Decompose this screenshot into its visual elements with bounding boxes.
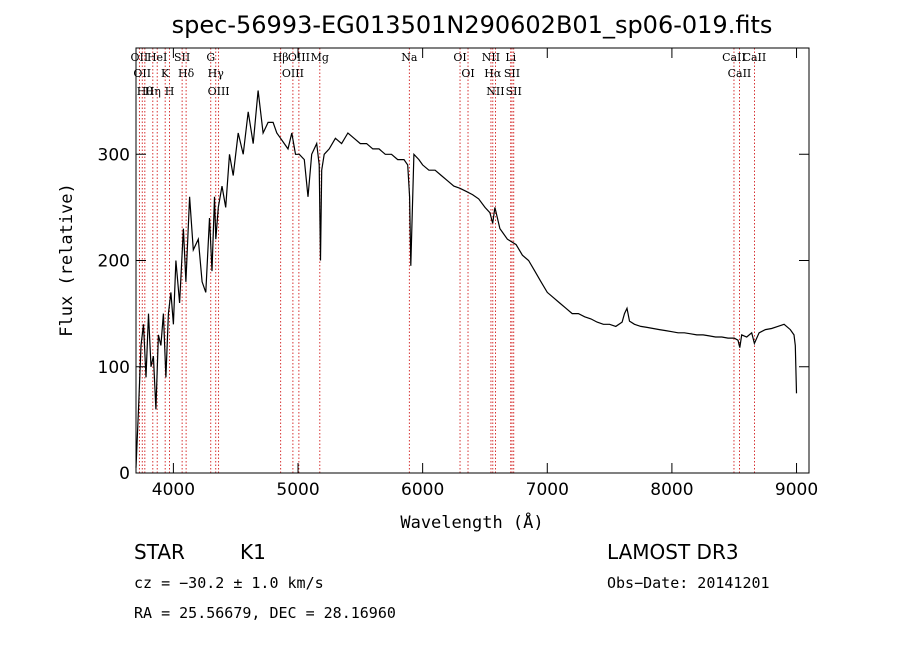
line-label-16: Na <box>401 51 418 64</box>
x-axis-label: Wavelength (Å) <box>400 511 543 533</box>
x-tick-label-0: 4000 <box>152 480 195 500</box>
line-label-1: OII <box>133 67 151 80</box>
redshift-velocity: cz = −30.2 ± 1.0 km/s <box>134 574 324 592</box>
y-tick-label-0: 0 <box>119 464 130 484</box>
line-label-21: NII <box>486 85 504 98</box>
x-tick-label-4: 8000 <box>650 480 693 500</box>
line-label-17: OI <box>453 51 466 64</box>
line-label-7: SII <box>174 51 190 64</box>
y-tick-label-1: 100 <box>98 358 130 378</box>
x-tick-label-1: 5000 <box>276 480 319 500</box>
object-subclass: K1 <box>240 540 266 564</box>
line-label-2: Hθ <box>137 85 154 98</box>
object-class: STAR <box>134 540 185 564</box>
line-label-0: OII <box>131 51 149 64</box>
spectrum-series-line <box>135 90 798 468</box>
x-tick-label-3: 7000 <box>526 480 569 500</box>
line-label-20: Hα <box>484 67 502 80</box>
line-label-6: H <box>165 85 175 98</box>
line-label-12: Hβ <box>273 51 289 64</box>
sky-coordinates: RA = 25.56679, DEC = 28.16960 <box>134 604 396 622</box>
line-label-22: Li <box>505 51 516 64</box>
x-axis-ticks: 4000 5000 6000 7000 8000 9000 <box>152 48 818 500</box>
emission-line-markers <box>138 48 755 473</box>
line-label-27: CaII <box>743 51 767 64</box>
x-tick-label-2: 6000 <box>401 480 444 500</box>
observation-date: Obs−Date: 20141201 <box>607 574 770 592</box>
line-label-26: CaII <box>728 67 752 80</box>
y-tick-label-2: 200 <box>98 252 130 272</box>
line-label-4: HeI <box>147 51 167 64</box>
line-label-9: G <box>206 51 215 64</box>
y-axis-label: Flux (relative) <box>57 183 77 337</box>
line-label-14: OIII <box>288 51 310 64</box>
x-tick-label-5: 9000 <box>775 480 818 500</box>
line-label-8: Hδ <box>178 67 195 80</box>
line-label-5: K <box>161 67 170 80</box>
line-label-24: SII <box>506 85 522 98</box>
survey-name: LAMOST DR3 <box>607 540 739 564</box>
line-label-10: Hγ <box>208 67 225 80</box>
line-label-23: SII <box>504 67 520 80</box>
line-label-15: Mg <box>311 51 329 64</box>
chart-title: spec-56993-EG013501N290602B01_sp06-019.f… <box>172 11 773 39</box>
line-label-3: Hη <box>145 85 161 98</box>
y-axis-ticks: 0 100 200 300 <box>98 145 809 484</box>
line-label-19: NII <box>482 51 500 64</box>
line-label-11: OIII <box>208 85 230 98</box>
plot-frame <box>135 47 810 474</box>
line-label-25: CaII <box>722 51 746 64</box>
y-tick-label-3: 300 <box>98 145 130 165</box>
line-label-13: OIII <box>282 67 304 80</box>
line-label-18: OI <box>461 67 474 80</box>
